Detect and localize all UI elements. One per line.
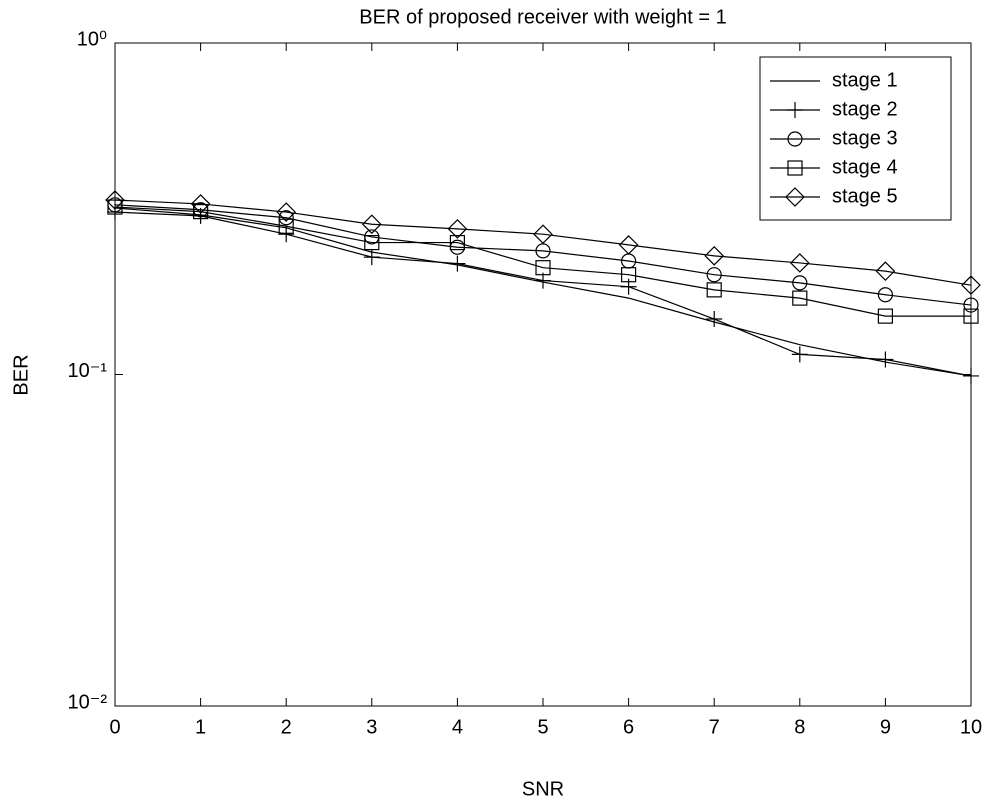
point xyxy=(792,275,808,291)
x-tick-label: 6 xyxy=(623,716,634,738)
point xyxy=(961,275,981,296)
point xyxy=(620,267,637,283)
legend-label: stage 2 xyxy=(832,98,898,120)
point xyxy=(278,226,295,243)
point xyxy=(792,290,808,306)
point xyxy=(535,260,551,276)
point xyxy=(276,202,297,222)
x-tick-label: 4 xyxy=(452,716,463,738)
line xyxy=(114,199,972,286)
point xyxy=(447,219,468,239)
x-tick-label: 8 xyxy=(794,716,805,738)
point xyxy=(706,311,723,328)
point xyxy=(963,297,979,313)
x-tick-label: 3 xyxy=(366,716,377,738)
series xyxy=(107,199,979,324)
x-tick-label: 2 xyxy=(281,716,292,738)
point xyxy=(278,210,294,226)
x-tick-label: 7 xyxy=(709,716,720,738)
x-tick-label: 0 xyxy=(109,716,120,738)
point xyxy=(618,235,639,255)
y-axis-label: BER xyxy=(10,354,32,395)
series xyxy=(114,207,972,377)
legend-marker xyxy=(785,187,805,207)
point xyxy=(706,282,722,298)
legend-label: stage 1 xyxy=(832,69,898,91)
legend-label: stage 4 xyxy=(832,156,898,178)
series xyxy=(107,204,979,384)
point xyxy=(877,351,894,368)
point xyxy=(190,194,211,214)
point xyxy=(704,245,725,266)
point xyxy=(963,308,979,324)
point xyxy=(449,234,465,251)
legend-label: stage 3 xyxy=(832,127,898,149)
line xyxy=(114,206,971,317)
point xyxy=(963,367,979,384)
point xyxy=(877,287,894,303)
point xyxy=(363,249,380,266)
point xyxy=(877,308,894,324)
line xyxy=(114,211,972,377)
point xyxy=(449,255,466,272)
line xyxy=(114,204,972,306)
point xyxy=(278,218,294,234)
x-tick-label: 5 xyxy=(537,716,548,738)
chart-title: BER of proposed receiver with weight = 1 xyxy=(359,6,726,28)
legend-marker xyxy=(787,131,803,147)
point xyxy=(193,204,209,220)
legend-marker xyxy=(787,160,803,176)
legend-marker xyxy=(787,102,803,118)
legend-label: stage 5 xyxy=(832,185,898,207)
series xyxy=(105,190,981,296)
point xyxy=(706,267,722,283)
point xyxy=(791,346,808,363)
y-tick-label: 10⁻² xyxy=(68,691,108,713)
x-axis-label: SNR xyxy=(522,778,564,800)
point xyxy=(875,261,896,282)
x-tick-label: 9 xyxy=(880,716,891,738)
point xyxy=(192,207,209,224)
point xyxy=(105,190,125,210)
y-tick-label: 10⁰ xyxy=(77,28,107,50)
point xyxy=(361,214,382,235)
point xyxy=(533,224,553,245)
point xyxy=(364,234,380,251)
point xyxy=(789,253,810,273)
y-tick-label: 10⁻¹ xyxy=(68,360,108,382)
x-tick-label: 1 xyxy=(195,716,206,738)
line xyxy=(114,207,972,377)
x-tick-label: 10 xyxy=(960,716,982,738)
